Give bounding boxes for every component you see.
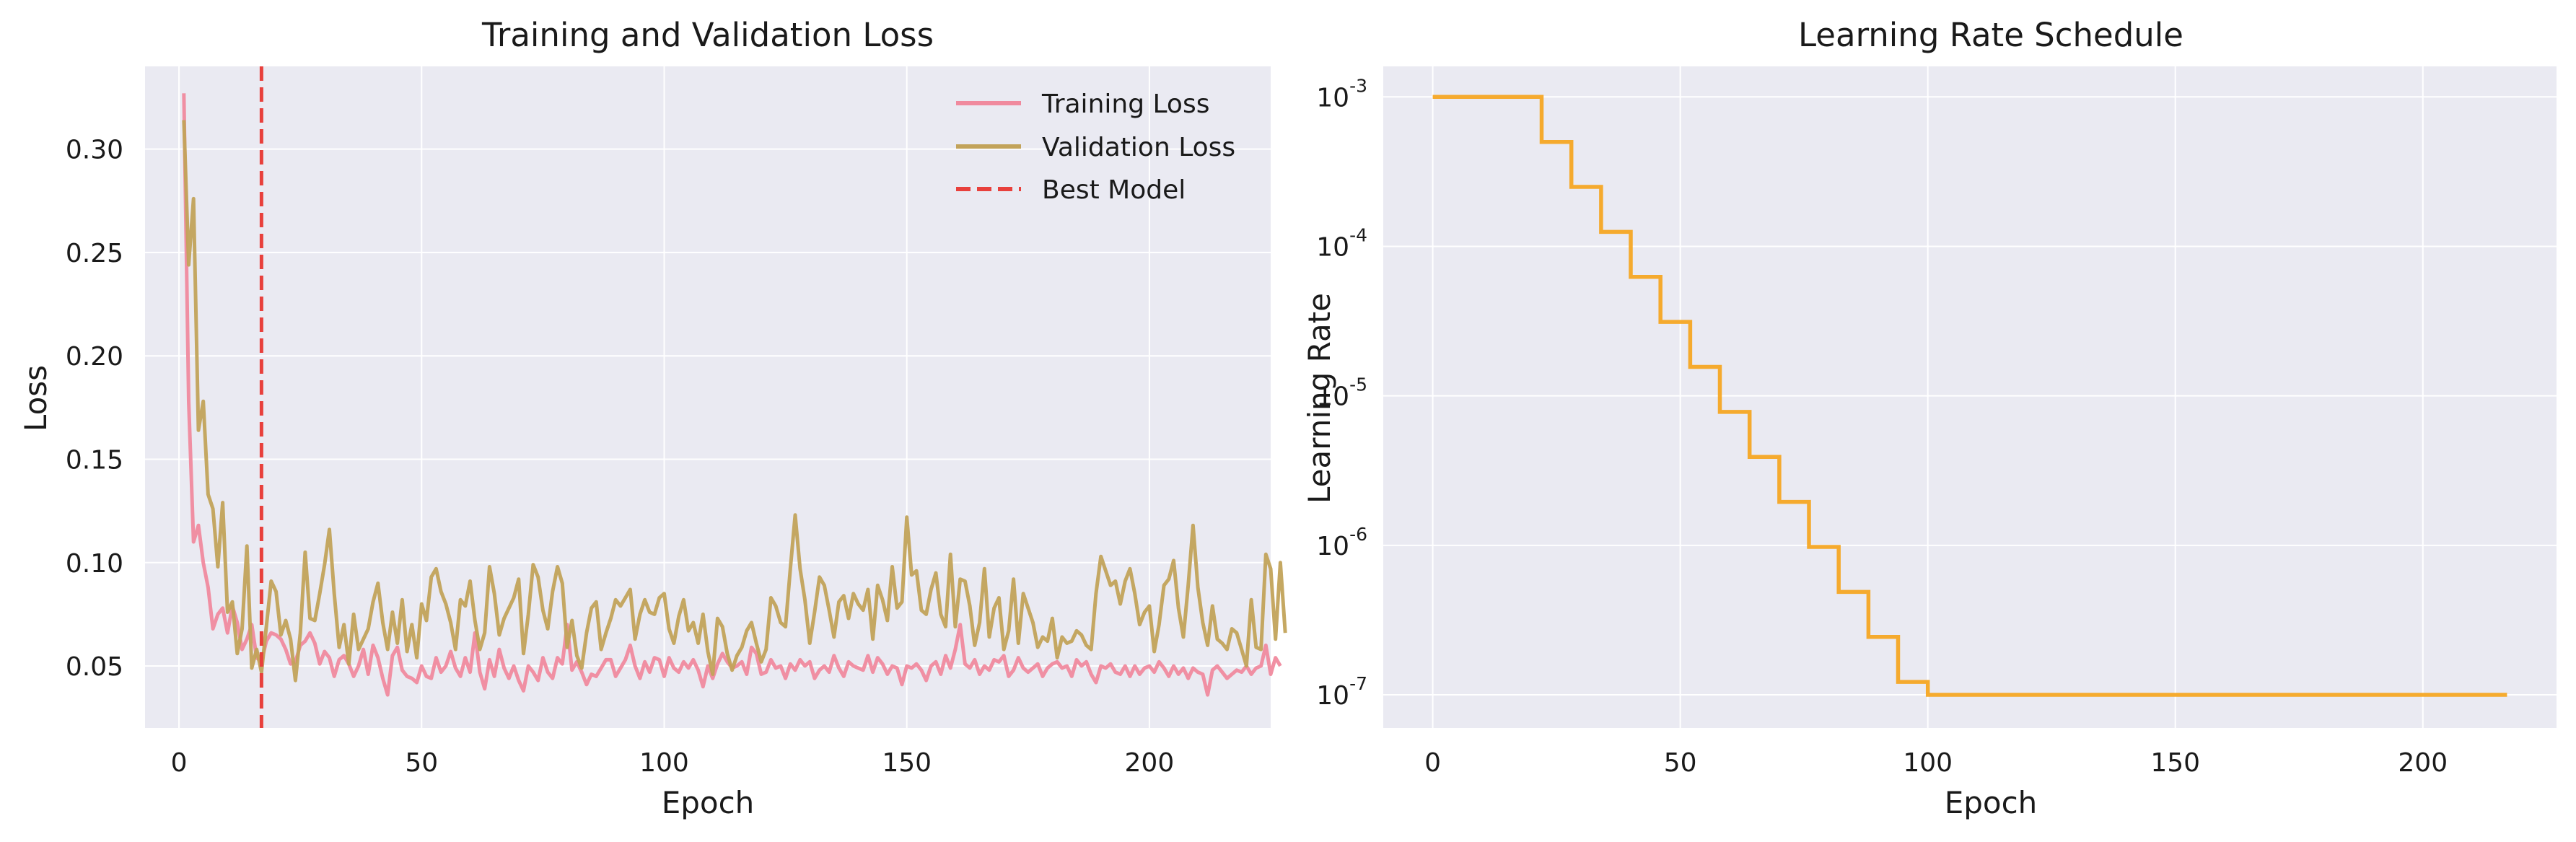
lr-x-tick-label: 150 bbox=[2150, 748, 2200, 778]
lr-y-tick-label: 10-6 bbox=[1316, 524, 1367, 561]
lr-y-tick-base: 10 bbox=[1316, 232, 1349, 262]
lr-x-tick-label: 50 bbox=[1664, 748, 1697, 778]
lr-x-tick-label: 100 bbox=[1903, 748, 1953, 778]
lr-y-tick-labels: 10-310-410-510-610-7 bbox=[1316, 75, 1367, 711]
lr-x-tick-labels: 0 50 100 150 200 bbox=[1424, 748, 2448, 778]
lr-y-tick-base: 10 bbox=[1316, 532, 1349, 561]
validation-loss-line bbox=[182, 120, 1287, 683]
loss-y-tick-label: 0.15 bbox=[66, 445, 123, 475]
lr-x-tick-label: 200 bbox=[2398, 748, 2448, 778]
legend-best-model-label: Best Model bbox=[1042, 175, 1186, 205]
lr-x-axis-label: Epoch bbox=[1945, 785, 2038, 820]
loss-legend: Training Loss Validation Loss Best Model bbox=[956, 89, 1235, 205]
loss-x-axis-label: Epoch bbox=[662, 785, 755, 820]
lr-y-tick-label: 10-7 bbox=[1316, 673, 1367, 711]
loss-y-tick-label: 0.20 bbox=[66, 342, 123, 372]
loss-y-tick-labels: 0.05 0.10 0.15 0.20 0.25 0.30 bbox=[66, 136, 123, 682]
lr-plot-area bbox=[1383, 66, 2557, 728]
lr-chart-title: Learning Rate Schedule bbox=[1798, 16, 2183, 54]
lr-gridlines bbox=[1383, 66, 2557, 728]
loss-x-tick-label: 50 bbox=[405, 748, 438, 778]
lr-y-tick-exponent: -6 bbox=[1349, 524, 1367, 545]
loss-x-tick-label: 200 bbox=[1125, 748, 1175, 778]
lr-y-tick-base: 10 bbox=[1316, 681, 1349, 711]
loss-x-tick-label: 150 bbox=[882, 748, 932, 778]
loss-x-tick-label: 0 bbox=[171, 748, 188, 778]
lr-series bbox=[1432, 95, 2507, 697]
lr-y-tick-base: 10 bbox=[1316, 83, 1349, 113]
learning-rate-line bbox=[1432, 95, 2507, 697]
lr-chart: 0 50 100 150 200 10-310-410-510-610-7 Learni… bbox=[1302, 16, 2557, 820]
loss-plot-area bbox=[145, 66, 1271, 728]
loss-x-tick-labels: 0 50 100 150 200 bbox=[171, 748, 1175, 778]
lr-y-tick-exponent: -3 bbox=[1349, 75, 1367, 96]
loss-y-tick-label: 0.05 bbox=[66, 652, 123, 682]
lr-y-axis-label: Learning Rate bbox=[1302, 293, 1337, 504]
loss-y-axis-label: Loss bbox=[18, 365, 53, 431]
lr-y-tick-exponent: -4 bbox=[1349, 224, 1367, 245]
lr-y-tick-label: 10-3 bbox=[1316, 75, 1367, 113]
loss-y-tick-label: 0.25 bbox=[66, 239, 123, 268]
legend-training-label: Training Loss bbox=[1041, 89, 1209, 119]
lr-y-tick-base: 10 bbox=[1316, 382, 1349, 412]
loss-x-tick-label: 100 bbox=[639, 748, 689, 778]
loss-series bbox=[182, 66, 1287, 728]
legend-validation-label: Validation Loss bbox=[1042, 133, 1235, 162]
lr-y-tick-label: 10-4 bbox=[1316, 224, 1367, 262]
lr-x-tick-label: 0 bbox=[1424, 748, 1441, 778]
loss-chart-title: Training and Validation Loss bbox=[481, 16, 934, 54]
loss-y-tick-label: 0.10 bbox=[66, 549, 123, 579]
lr-y-tick-exponent: -7 bbox=[1349, 673, 1367, 694]
lr-y-tick-exponent: -5 bbox=[1349, 374, 1367, 395]
loss-chart: 0 50 100 150 200 0.05 0.10 0.15 0.20 0.25 0.30 Tr… bbox=[18, 16, 1287, 820]
loss-y-tick-label: 0.30 bbox=[66, 136, 123, 165]
lr-y-tick-label: 10-5 bbox=[1316, 374, 1367, 412]
